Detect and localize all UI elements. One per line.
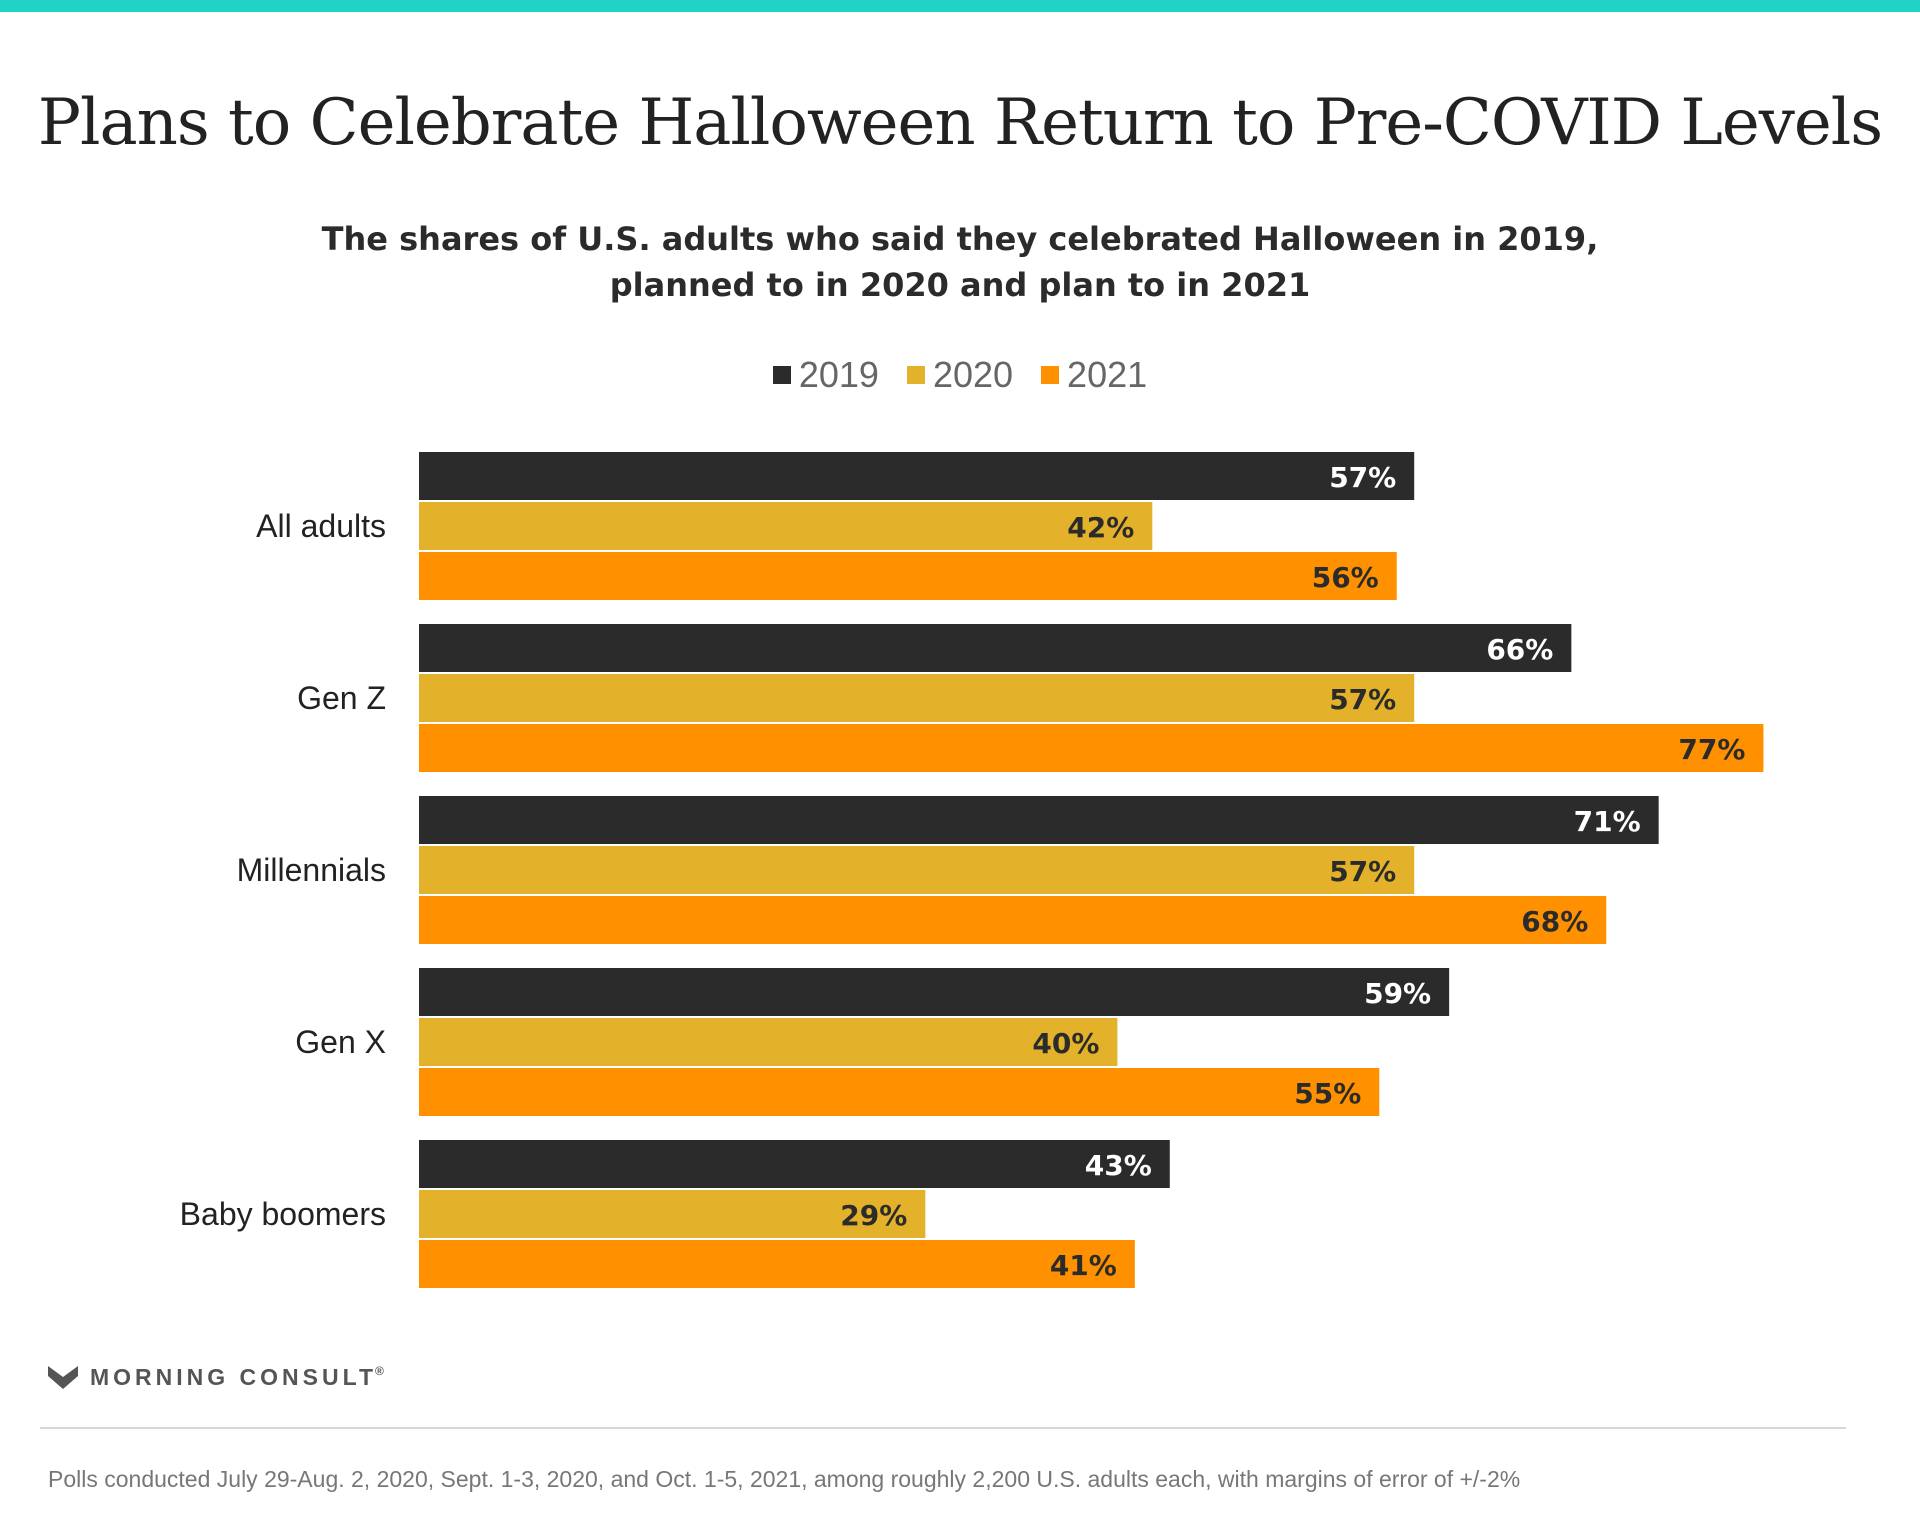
footer-divider [40,1427,1846,1429]
legend-label-2019: 2019 [798,354,879,395]
category-label-gen-x: Gen X [295,1024,386,1060]
bar-baby-boomers-2021 [419,1240,1135,1288]
data-label-gen-x-2019: 59% [1364,977,1431,1010]
data-label-gen-x-2021: 55% [1294,1077,1361,1110]
data-label-baby-boomers-2020: 29% [840,1199,907,1232]
bar-gen-z-2021 [419,724,1764,772]
legend-item-2021: 2021 [1041,354,1147,396]
category-label-millennials: Millennials [237,852,386,888]
data-label-gen-z-2020: 57% [1329,683,1396,716]
bar-all-adults-2021 [419,552,1397,600]
data-label-gen-x-2020: 40% [1032,1027,1099,1060]
bar-gen-x-2020 [419,1018,1118,1066]
legend-item-2020: 2020 [906,354,1014,396]
brand-name: MORNING CONSULT [90,1364,378,1390]
data-label-millennials-2020: 57% [1329,855,1396,888]
bar-millennials-2021 [419,896,1607,944]
data-label-gen-z-2021: 77% [1678,733,1745,766]
category-label-gen-z: Gen Z [297,680,386,716]
legend-swatch-2021 [1041,366,1060,384]
data-label-baby-boomers-2021: 41% [1050,1249,1117,1282]
bar-all-adults-2019 [419,452,1415,500]
bar-gen-z-2019 [419,624,1572,672]
subtitle-line-1: The shares of U.S. adults who said they … [321,220,1599,258]
data-label-millennials-2021: 68% [1521,905,1588,938]
legend-label-2020: 2020 [932,354,1014,395]
legend-swatch-2019 [772,366,791,384]
bar-all-adults-2020 [419,502,1153,550]
legend: 2019 2020 2021 [0,354,1920,396]
data-label-baby-boomers-2019: 43% [1085,1149,1152,1182]
bar-baby-boomers-2020 [419,1190,926,1238]
subtitle-line-2: planned to in 2020 and plan to in 2021 [609,266,1311,304]
bar-chart: All adults 57% 42% 56% Gen Z 66% 57% 77% Millenn… [180,452,1764,1288]
bar-millennials-2019 [419,796,1659,844]
data-label-gen-z-2019: 66% [1486,633,1553,666]
bar-gen-z-2020 [419,674,1415,722]
accent-top-bar [0,0,1920,12]
brand: MORNING CONSULT ® [48,1364,384,1391]
footnote: Polls conducted July 29-Aug. 2, 2020, Se… [48,1466,1521,1492]
data-label-all-adults-2021: 56% [1312,561,1379,594]
chart-title: Plans to Celebrate Halloween Return to P… [37,86,1883,160]
category-label-all-adults: All adults [256,508,386,544]
brand-mark: ® [375,1364,384,1378]
data-label-all-adults-2019: 57% [1329,461,1396,494]
data-label-all-adults-2020: 42% [1067,511,1134,544]
legend-swatch-2020 [906,366,925,384]
bar-gen-x-2021 [419,1068,1380,1116]
bar-millennials-2020 [419,846,1415,894]
data-label-millennials-2019: 71% [1574,805,1641,838]
category-label-baby-boomers: Baby boomers [180,1196,386,1232]
legend-label-2021: 2021 [1067,354,1148,395]
bar-gen-x-2019 [419,968,1450,1016]
chart-subtitle: The shares of U.S. adults who said they … [260,216,1660,308]
bar-baby-boomers-2019 [419,1140,1170,1188]
chevron-m-icon [48,1365,78,1389]
legend-item-2019: 2019 [772,354,879,396]
